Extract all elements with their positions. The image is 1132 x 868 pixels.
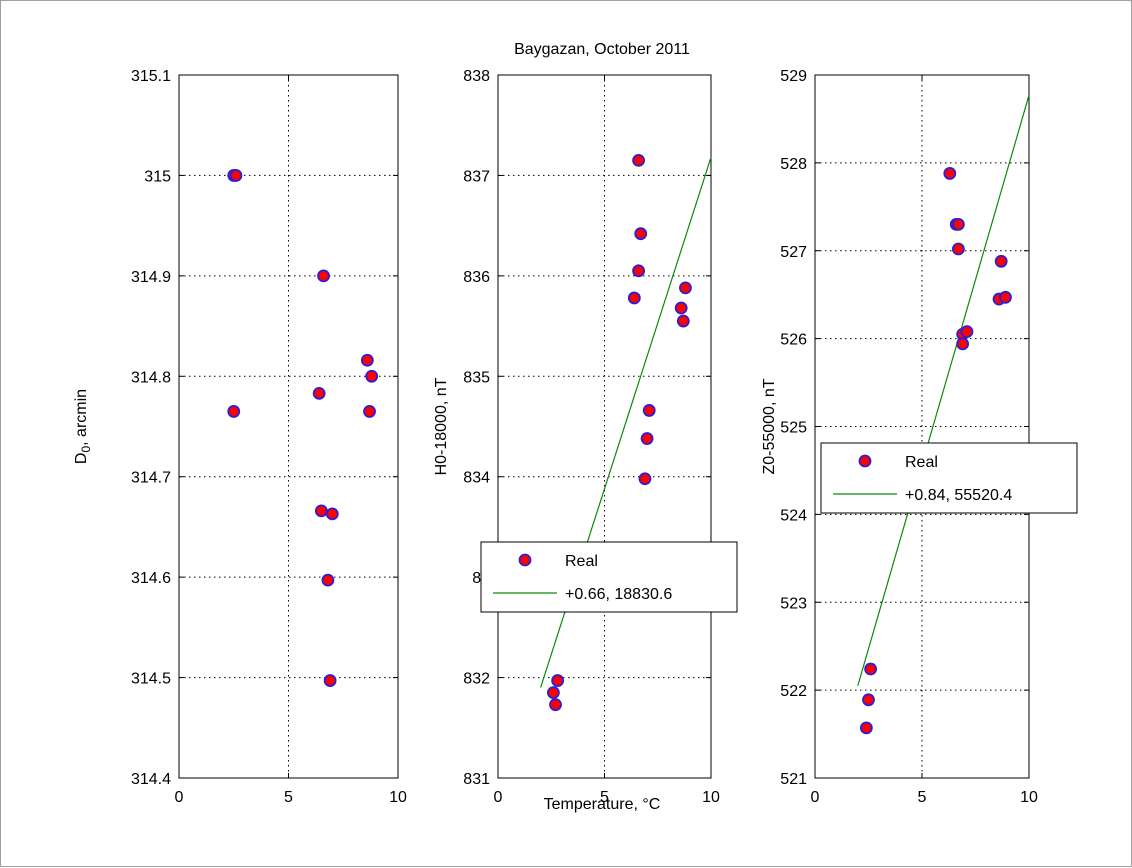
data-point <box>676 314 690 328</box>
y-tick-label: 314.6 <box>131 570 171 587</box>
x-axis-label: Temperature, °C <box>544 796 661 813</box>
y-tick-label: 526 <box>780 332 807 349</box>
y-tick-label: 314.8 <box>131 369 171 386</box>
data-point <box>994 254 1008 268</box>
x-tick-label: 0 <box>811 789 820 806</box>
y-axis-label: D0, arcmin <box>73 389 93 464</box>
data-point <box>627 291 641 305</box>
data-point <box>951 242 965 256</box>
y-tick-label: 523 <box>780 595 807 612</box>
data-point <box>360 353 374 367</box>
data-point <box>227 405 241 418</box>
x-tick-label: 10 <box>389 789 407 806</box>
subplot-1: 314.4 314.5 314.6 314.7 314.8 314.9 315 315.1 0 5… <box>73 68 407 806</box>
data-point <box>632 153 645 167</box>
data-point <box>325 507 339 521</box>
legend-label-real: Real <box>905 454 938 471</box>
y-tick-label: 524 <box>780 507 807 524</box>
data-point <box>859 721 873 735</box>
y-tick-label: 835 <box>463 369 490 386</box>
data-point <box>632 264 645 278</box>
y-tick-label: 522 <box>780 683 807 700</box>
data-point <box>314 504 328 518</box>
data-point <box>640 432 654 445</box>
y-tick-label: 838 <box>463 68 490 85</box>
data-point <box>551 674 565 687</box>
data-point <box>642 404 656 417</box>
data-point <box>546 686 560 700</box>
legend-label-real: Real <box>565 553 598 570</box>
x-tick-label: 5 <box>284 789 293 806</box>
x-tick-label: 5 <box>600 789 609 806</box>
y-tick-label: 314.4 <box>131 771 171 788</box>
y-tick-label: 314.7 <box>131 470 171 487</box>
data-point <box>999 290 1012 304</box>
data-point <box>365 369 379 383</box>
y-tick-label: 525 <box>780 420 807 437</box>
x-tick-label: 10 <box>702 789 720 806</box>
data-point <box>862 693 875 707</box>
y-tick-label: 832 <box>463 671 490 688</box>
legend-label-fit: +0.84, 55520.4 <box>905 487 1012 504</box>
data-point <box>549 698 562 712</box>
legend-marker <box>858 454 872 468</box>
y-tick-label: 314.9 <box>131 269 171 286</box>
data-point <box>323 674 337 687</box>
y-tick-label: 831 <box>463 771 490 788</box>
data-point <box>679 281 692 295</box>
legend-box <box>480 541 738 613</box>
data-point <box>638 472 652 486</box>
data-point <box>229 169 243 182</box>
y-tick-label: 315 <box>144 168 171 185</box>
data-point <box>864 662 878 676</box>
legend-label-fit: +0.66, 18830.6 <box>565 586 672 603</box>
data-point <box>956 337 970 351</box>
subplot-2: 831832838348358368378380510H0-18000, nTR… <box>433 68 738 806</box>
x-tick-label: 10 <box>1020 789 1038 806</box>
y-axis-label: Z0-55000, nT <box>761 378 778 474</box>
figure-title: Baygazan, October 2011 <box>514 41 690 58</box>
y-tick-label: 529 <box>780 68 807 85</box>
data-point <box>960 325 974 338</box>
data-point <box>951 217 965 231</box>
y-tick-label: 836 <box>463 269 490 286</box>
legend: Real +0.84, 55520.4 <box>820 442 1078 514</box>
axes-frame <box>497 74 712 779</box>
subplot-3: 521 522 523 524 525 526 527 528 529 0 5 10 Z0-55000,… <box>761 68 1078 806</box>
legend-marker <box>518 553 532 567</box>
y-tick-label: 834 <box>463 470 490 487</box>
data-point <box>317 269 330 283</box>
data-point <box>363 405 376 418</box>
y-tick-label: 521 <box>780 771 807 788</box>
axes-frame <box>178 74 399 779</box>
legend: Real +0.66, 18830.6 <box>480 541 738 613</box>
y-axis-label: H0-18000, nT <box>433 377 450 475</box>
y-tick-label: 314.5 <box>131 671 171 688</box>
legend-box <box>820 442 1078 514</box>
data-point <box>674 301 688 315</box>
y-tick-label: 315.1 <box>131 68 171 85</box>
data-point <box>634 227 648 241</box>
fit-line <box>857 95 1030 686</box>
x-tick-label: 0 <box>494 789 503 806</box>
y-tick-label: 837 <box>463 168 490 185</box>
data-point <box>321 573 335 587</box>
axes-frame <box>814 74 1030 779</box>
x-tick-label: 0 <box>175 789 184 806</box>
x-tick-label: 5 <box>918 789 927 806</box>
data-point <box>943 167 957 180</box>
y-tick-label: 528 <box>780 156 807 173</box>
y-tick-label: 527 <box>780 244 807 261</box>
data-point <box>312 386 326 400</box>
